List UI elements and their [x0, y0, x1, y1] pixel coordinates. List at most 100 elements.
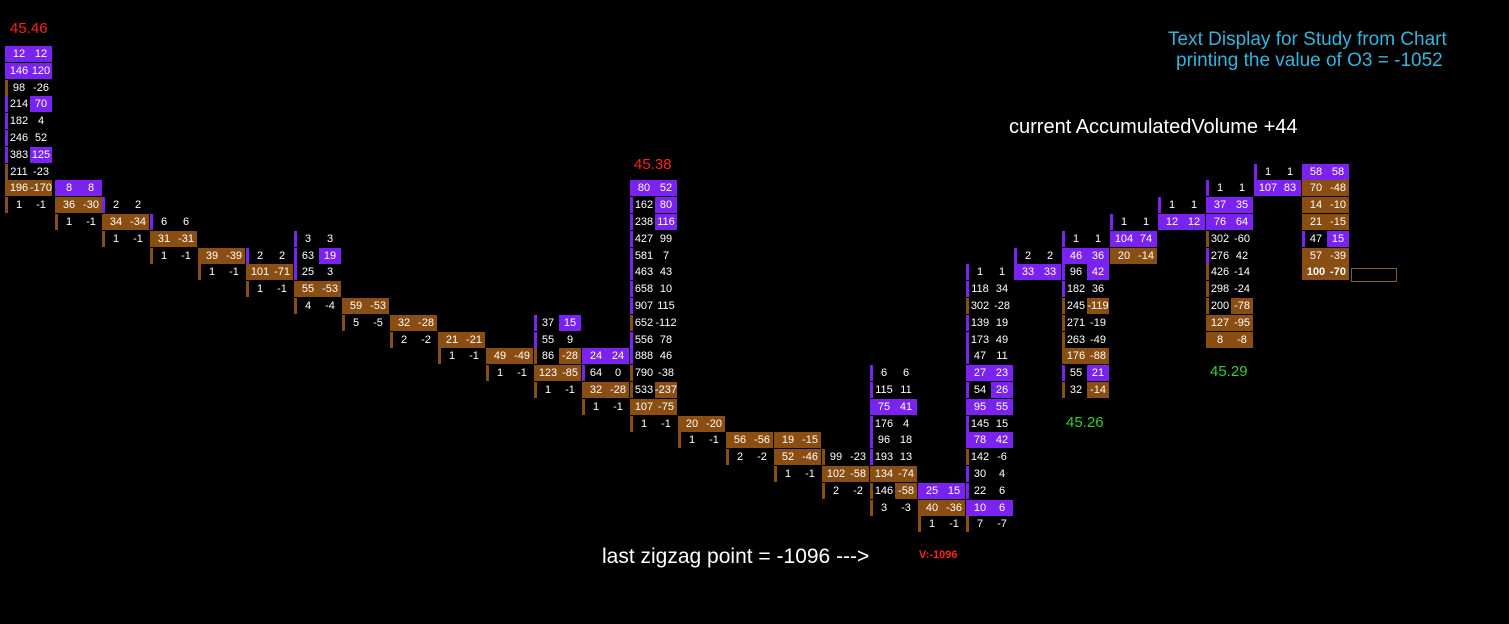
- footprint-bar: [582, 382, 585, 398]
- delta-cell: -112: [655, 316, 677, 329]
- delta-cell: 49: [995, 333, 1009, 346]
- delta-cell: 21: [1087, 365, 1109, 382]
- volume-cell: 57: [1305, 247, 1327, 264]
- delta-cell: -74: [895, 466, 917, 482]
- volume-cell: 107: [633, 398, 655, 415]
- delta-cell: -34: [127, 214, 149, 230]
- delta-cell: -20: [703, 415, 725, 432]
- delta-cell: 74: [1135, 230, 1157, 247]
- footprint-bar: [1110, 247, 1113, 264]
- footprint-bar: [102, 230, 105, 247]
- footprint-bar: [1014, 247, 1017, 264]
- footprint-bar: [534, 314, 537, 331]
- volume-cell: 176: [874, 417, 894, 430]
- footprint-bar: [870, 382, 873, 398]
- footprint-bar: [150, 214, 153, 230]
- volume-cell: 182: [9, 115, 29, 128]
- delta-cell: 8: [80, 180, 102, 197]
- footprint-bar: [5, 180, 8, 197]
- volume-cell: 302: [1210, 232, 1230, 245]
- footprint-bar: [1302, 264, 1305, 281]
- footprint-bar: [294, 230, 297, 247]
- current-bar-box: [1351, 268, 1397, 282]
- footprint-bar: [5, 197, 8, 214]
- delta-cell: -4: [325, 300, 335, 312]
- accumulated-volume-label: current AccumulatedVolume +44: [1009, 116, 1298, 138]
- delta-cell: -170: [30, 180, 53, 197]
- volume-cell: 102: [825, 466, 847, 482]
- delta-cell: -28: [415, 314, 437, 331]
- volume-cell: 55: [1069, 367, 1083, 380]
- volume-cell: 556: [634, 333, 654, 346]
- volume-cell: 19: [777, 432, 799, 449]
- volume-cell: 30: [973, 468, 987, 480]
- volume-cell: 55: [297, 281, 319, 298]
- volume-cell: 70: [1305, 180, 1327, 197]
- footprint-bar: [534, 348, 537, 365]
- study-text-line1: Text Display for Study from Chart: [1168, 29, 1447, 50]
- delta-cell: -7: [997, 518, 1007, 531]
- volume-cell: 96: [1069, 266, 1083, 279]
- top-left-price-label: 45.46: [10, 20, 48, 37]
- delta-cell: -1: [613, 400, 623, 413]
- footprint-bar: [726, 432, 729, 449]
- volume-cell: 27: [969, 365, 991, 382]
- delta-cell: -14: [1087, 382, 1109, 398]
- delta-cell: -95: [1231, 314, 1253, 331]
- volume-cell: 25: [921, 482, 943, 499]
- volume-cell: 54: [973, 384, 987, 396]
- delta-cell: -15: [799, 432, 821, 449]
- volume-cell: 104: [1113, 230, 1135, 247]
- footprint-bar: [630, 415, 633, 432]
- volume-cell: 76: [1209, 214, 1231, 230]
- volume-cell: 21: [1305, 214, 1327, 230]
- volume-cell: 37: [1209, 197, 1231, 214]
- delta-cell: 42: [991, 432, 1013, 449]
- footprint-bar: [1206, 298, 1209, 314]
- delta-cell: 24: [607, 348, 629, 365]
- delta-cell: 120: [30, 62, 52, 79]
- volume-cell: 246: [9, 132, 29, 144]
- volume-cell: 182: [1066, 283, 1086, 296]
- delta-cell: 58: [1327, 163, 1349, 180]
- footprint-bar: [870, 449, 873, 466]
- footprint-bar: [1302, 247, 1305, 264]
- footprint-bar: [246, 247, 249, 264]
- delta-cell: 6: [182, 216, 190, 228]
- footprint-bar: [870, 398, 873, 415]
- footprint-bar: [1062, 298, 1065, 314]
- volume-cell: 36: [58, 197, 80, 214]
- footprint-bar: [1062, 281, 1065, 298]
- volume-cell: 3: [304, 232, 312, 245]
- delta-cell: -88: [1087, 348, 1109, 365]
- volume-cell: 34: [105, 214, 127, 230]
- volume-cell: 463: [634, 266, 654, 279]
- delta-cell: -21: [463, 331, 485, 348]
- volume-cell: 427: [634, 232, 654, 245]
- footprint-bar: [342, 298, 345, 314]
- delta-cell: -1: [709, 434, 719, 447]
- footprint-bar: [870, 415, 873, 432]
- volume-cell: 2: [112, 199, 120, 212]
- footprint-bar: [342, 314, 345, 331]
- footprint-bar: [438, 348, 441, 365]
- delta-cell: 11: [996, 350, 1008, 363]
- volume-cell: 790: [634, 367, 654, 380]
- volume-cell: 271: [1066, 316, 1086, 329]
- footprint-bar: [534, 382, 537, 398]
- delta-cell: 2: [134, 199, 142, 212]
- footprint-bar: [630, 398, 633, 415]
- delta-cell: -46: [799, 449, 821, 466]
- volume-cell: 1: [784, 468, 792, 480]
- footprint-bar: [246, 281, 249, 298]
- footprint-bar: [630, 348, 633, 365]
- delta-cell: -6: [997, 451, 1007, 464]
- footprint-bar: [294, 264, 297, 281]
- delta-cell: -28: [607, 382, 629, 398]
- footprint-bar: [1302, 163, 1305, 180]
- delta-cell: 70: [30, 96, 52, 113]
- volume-cell: 533: [634, 384, 654, 396]
- footprint-bar: [150, 247, 153, 264]
- footprint-bar: [1158, 197, 1161, 214]
- volume-cell: 196: [8, 180, 30, 197]
